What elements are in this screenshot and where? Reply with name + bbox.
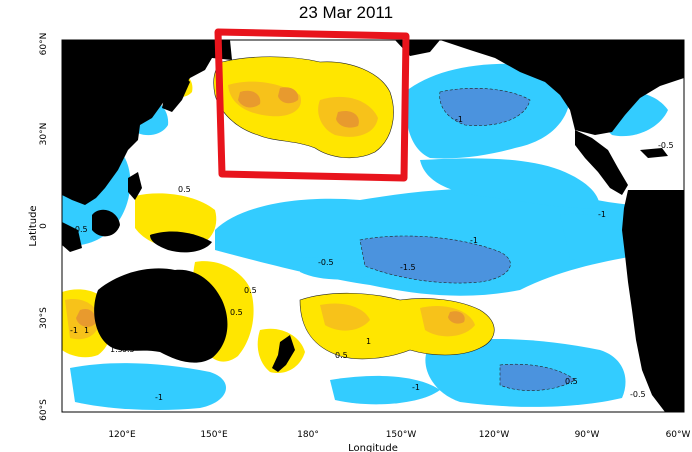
highlight-box xyxy=(214,28,410,182)
y-axis: 60°N 30°N 0 30°S 60°S Latitude xyxy=(28,33,49,421)
y-axis-label: Latitude xyxy=(28,205,39,246)
warm-mid-south xyxy=(320,303,370,331)
land-north-america xyxy=(440,40,684,135)
x-tick-label: 150°W xyxy=(386,430,417,440)
cool-deep-equatorial xyxy=(360,236,511,284)
y-tick-label: 60°N xyxy=(39,33,49,56)
cool-region-east-pacific-coast xyxy=(560,213,625,263)
land-cuba xyxy=(640,148,668,158)
contour-label: -1 xyxy=(455,115,463,124)
land-masses xyxy=(62,40,684,412)
x-axis-label: Longitude xyxy=(348,443,398,452)
contour-label: -1 xyxy=(412,383,420,392)
warm-anomaly-deep xyxy=(76,87,465,327)
map-title: 23 Mar 2011 xyxy=(298,3,394,22)
land-new-zealand xyxy=(272,335,295,372)
contour-label: -1 xyxy=(88,176,96,185)
warm-deep-c xyxy=(336,110,359,128)
contour-label: -0.5 xyxy=(630,390,646,399)
contour-label: -1 xyxy=(598,210,606,219)
contour-label: 0.5 xyxy=(565,377,578,386)
land-asia xyxy=(62,40,232,205)
contour-label: -0.5 xyxy=(658,141,674,150)
cool-region-far-south xyxy=(330,375,440,405)
land-central-america xyxy=(575,130,628,195)
y-tick-label: 0 xyxy=(39,223,49,229)
contour-label: 0.5 xyxy=(244,286,257,295)
warm-deep-d xyxy=(76,308,96,327)
contour-labels: -1 -1 -0.5 -1 0.5 -0.5 -1 -1.5 -0.5 -1 1… xyxy=(70,105,674,402)
x-tick-label: 120°W xyxy=(479,430,510,440)
cool-deep-south xyxy=(500,364,575,391)
warm-deep-e xyxy=(448,311,465,324)
land-south-america xyxy=(622,190,684,412)
land-japan xyxy=(162,70,190,112)
y-tick-label: 30°S xyxy=(39,307,49,329)
contour-label: -0.5 xyxy=(72,225,88,234)
y-tick-label: 60°S xyxy=(39,399,49,421)
x-tick-label: 90°W xyxy=(575,430,600,440)
cool-region-north-pacific-band xyxy=(420,158,600,209)
land-australia xyxy=(94,268,228,363)
contour-label: 1.5 xyxy=(110,345,123,354)
contour-label: -0.5 xyxy=(318,258,334,267)
contour-label: 0.5 xyxy=(230,308,243,317)
cool-region-south-indian xyxy=(70,363,227,410)
contour-label: 1 xyxy=(84,326,89,335)
x-tick-label: 120°E xyxy=(108,430,136,440)
warm-deep-a xyxy=(238,90,261,108)
plot-frame xyxy=(61,39,685,413)
contour-label: 0.5 xyxy=(178,185,191,194)
cool-region-south-tropical xyxy=(300,257,380,280)
land-philippines xyxy=(128,172,142,200)
contour-label: -1.5 xyxy=(400,263,416,272)
x-tick-label: 150°E xyxy=(200,430,228,440)
warm-deep-b xyxy=(278,87,299,104)
contour-label: -1 xyxy=(470,236,478,245)
x-tick-label: 60°W xyxy=(666,430,691,440)
land-sumatra xyxy=(62,222,82,252)
land-borneo xyxy=(92,209,120,237)
contour-label: -1 xyxy=(155,393,163,402)
y-tick-label: 30°N xyxy=(39,123,49,146)
x-tick-label: 180° xyxy=(297,430,319,440)
contour-label: -1 xyxy=(70,326,78,335)
contour-label: 1 xyxy=(366,337,371,346)
land-new-guinea xyxy=(150,231,212,253)
contour-label: 1 xyxy=(105,105,110,114)
cool-anomaly-deep xyxy=(360,88,575,391)
contour-label: 0.5 xyxy=(335,351,348,360)
cool-deep-northeast xyxy=(439,88,530,126)
x-axis: 120°E 150°E 180° 150°W 120°W 90°W 60°W L… xyxy=(108,430,690,452)
contour-label: -0.5 xyxy=(119,345,135,354)
